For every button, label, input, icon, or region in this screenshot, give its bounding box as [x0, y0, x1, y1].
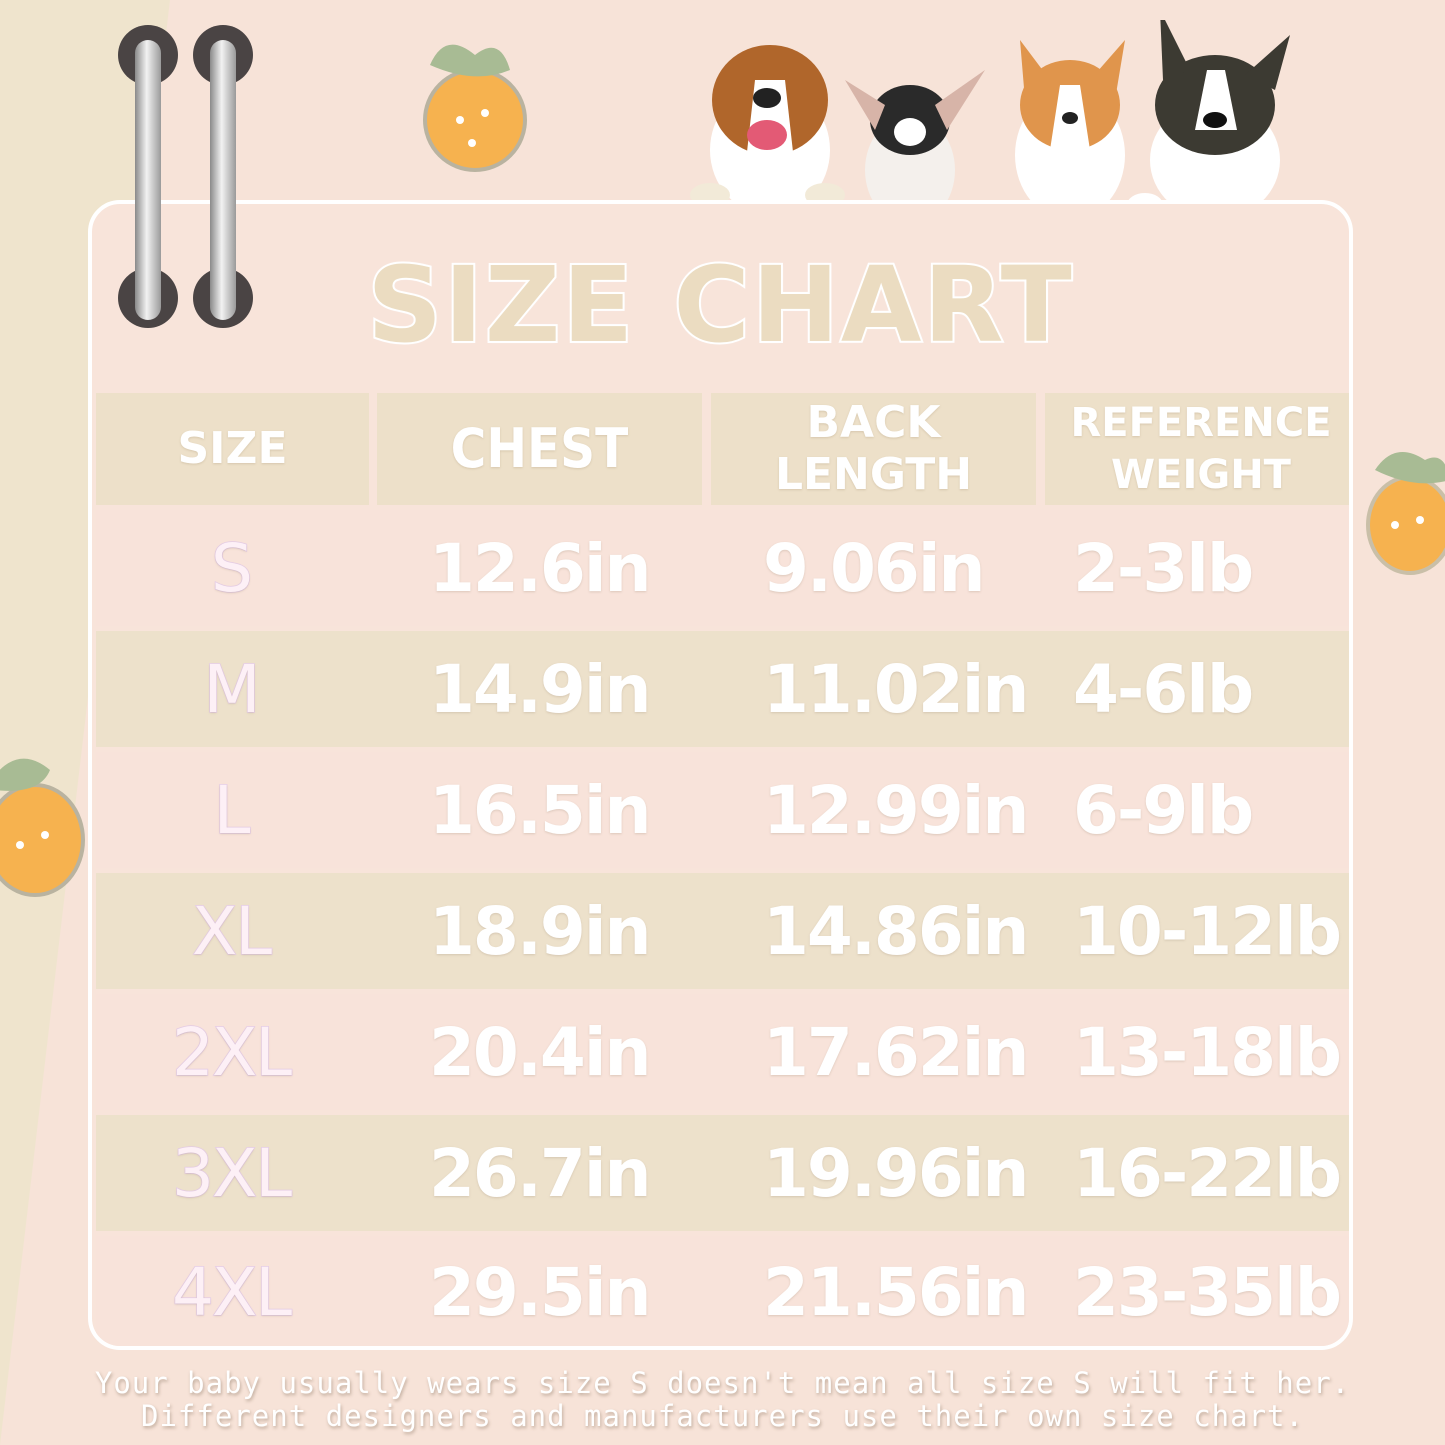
chest-cell: 26.7in	[429, 1134, 651, 1212]
weight-cell: 16-22lb	[1073, 1134, 1342, 1212]
header-back-length: BACK LENGTH	[711, 393, 1036, 505]
back-length-cell: 17.62in	[763, 1013, 1029, 1091]
back-length-cell: 21.56in	[763, 1253, 1029, 1331]
size-cell: 3XL	[171, 1134, 292, 1213]
strawberry-icon	[0, 758, 85, 897]
chest-cell: 12.6in	[429, 529, 651, 607]
note-line-1: Your baby usually wears size S doesn't m…	[94, 1366, 1351, 1400]
chest-cell: 20.4in	[429, 1013, 651, 1091]
binder-ring-icon	[210, 40, 236, 320]
chest-cell: 18.9in	[429, 892, 651, 970]
size-cell: M	[203, 650, 261, 729]
header-chest: CHEST	[377, 393, 702, 505]
strawberry-icon	[423, 44, 527, 172]
table-row: XL 18.9in 14.86in 10-12lb	[96, 873, 1349, 989]
table-row: 2XL 20.4in 17.62in 13-18lb	[96, 994, 1349, 1110]
header-reference-weight: REFERENCE WEIGHT	[1045, 393, 1349, 505]
table-row: 4XL 29.5in 21.56in 23-35lb	[96, 1236, 1349, 1346]
weight-cell: 23-35lb	[1073, 1253, 1342, 1331]
weight-cell: 13-18lb	[1073, 1013, 1342, 1091]
back-length-cell: 12.99in	[763, 771, 1029, 849]
table-row: L 16.5in 12.99in 6-9lb	[96, 752, 1349, 868]
chest-cell: 16.5in	[429, 771, 651, 849]
page-title: SIZE CHART	[365, 242, 1074, 368]
weight-cell: 6-9lb	[1073, 771, 1254, 849]
size-cell: S	[210, 529, 253, 608]
strawberry-icon	[1366, 452, 1445, 575]
header-size: SIZE	[96, 393, 369, 505]
weight-cell: 4-6lb	[1073, 650, 1254, 728]
chest-cell: 29.5in	[429, 1253, 651, 1331]
table-row: M 14.9in 11.02in 4-6lb	[96, 631, 1349, 747]
size-cell: 2XL	[171, 1013, 292, 1092]
size-cell: 4XL	[171, 1253, 292, 1332]
size-chart-card: SIZE CHART SIZE CHEST BACK LENGTH REFERE…	[88, 200, 1353, 1350]
weight-cell: 10-12lb	[1073, 892, 1342, 970]
table-row: S 12.6in 9.06in 2-3lb	[96, 510, 1349, 626]
binder-ring-icon	[135, 40, 161, 320]
weight-cell: 2-3lb	[1073, 529, 1254, 607]
back-length-cell: 14.86in	[763, 892, 1029, 970]
note-line-2: Different designers and manufacturers us…	[141, 1399, 1304, 1433]
back-length-cell: 9.06in	[763, 529, 985, 607]
chest-cell: 14.9in	[429, 650, 651, 728]
table-row: 3XL 26.7in 19.96in 16-22lb	[96, 1115, 1349, 1231]
back-length-cell: 11.02in	[763, 650, 1029, 728]
size-cell: L	[213, 771, 251, 850]
size-cell: XL	[191, 892, 272, 971]
back-length-cell: 19.96in	[763, 1134, 1029, 1212]
